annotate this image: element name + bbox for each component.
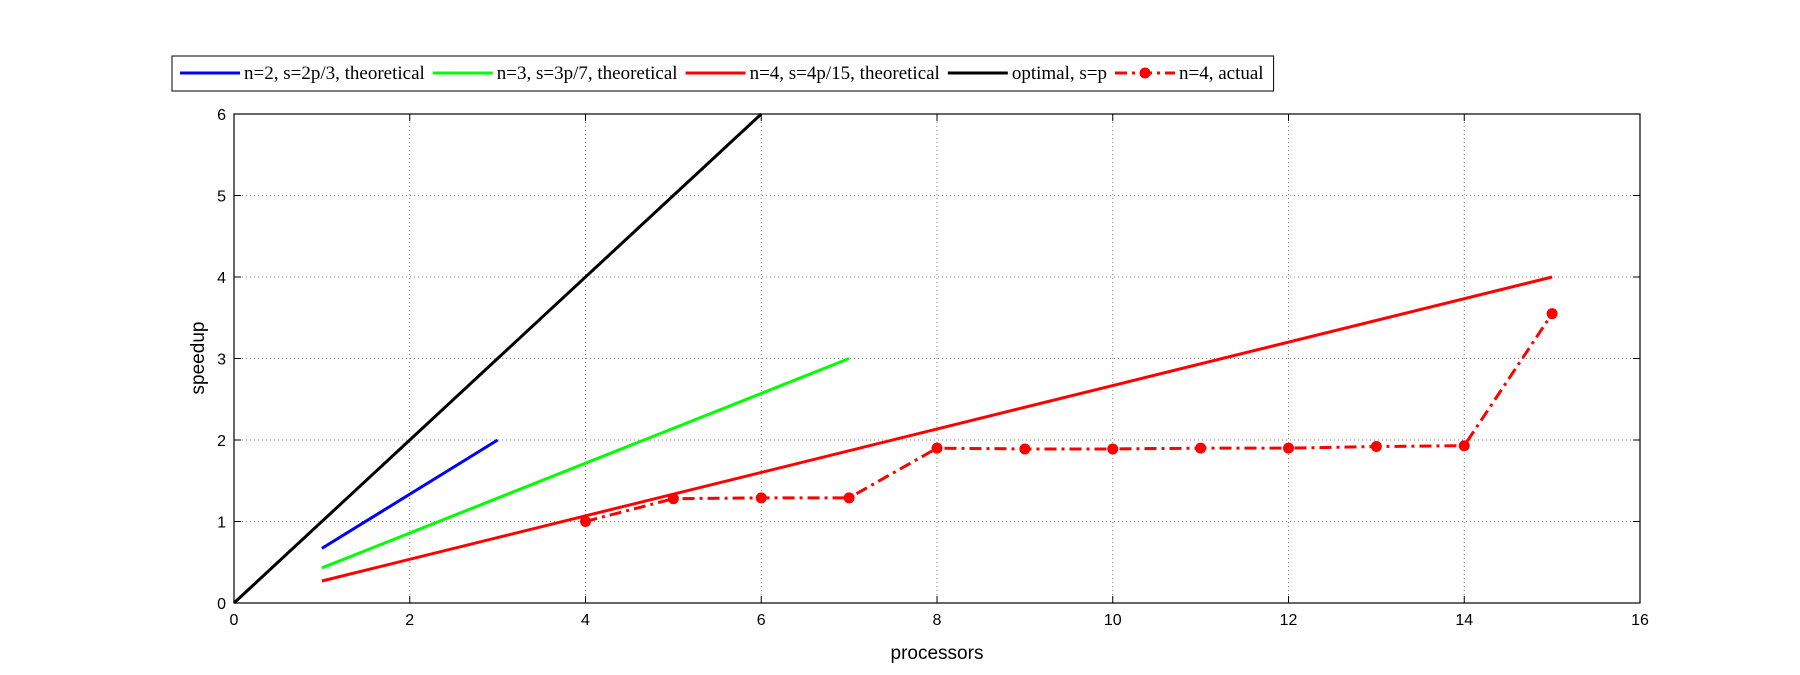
data-point (1546, 308, 1558, 320)
grid-lines (234, 114, 1640, 603)
series-line-2 (321, 275, 1553, 583)
y-tick-label: 4 (217, 270, 226, 287)
y-tick-label: 6 (217, 107, 226, 124)
x-tick-label: 2 (405, 612, 414, 629)
legend-marker (1139, 67, 1151, 79)
legend-label-0: n=2, s=2p/3, theoretical (244, 63, 425, 84)
data-point (580, 516, 591, 527)
data-point (1195, 442, 1207, 454)
data-point (1107, 443, 1119, 455)
legend-label-1: n=3, s=3p/7, theoretical (497, 63, 678, 84)
x-tick-label: 14 (1455, 612, 1473, 629)
x-tick-label: 0 (230, 612, 239, 629)
data-point (667, 493, 679, 505)
y-tick-label: 2 (217, 433, 226, 450)
series-line-1 (321, 357, 850, 570)
x-tick-label: 8 (933, 612, 942, 629)
data-point (843, 492, 855, 504)
data-point (755, 492, 767, 504)
data-point (1283, 442, 1294, 454)
legend-label-4: n=4, actual (1179, 63, 1264, 84)
legend-label-3: optimal, s=p (1012, 63, 1107, 84)
y-tick-label: 3 (217, 352, 226, 369)
legend: n=2, s=2p/3, theoretical n=3, s=3p/7, the… (171, 55, 1275, 92)
legend-label-2: n=4, s=4p/15, theoretical (750, 63, 940, 84)
series-group (232, 112, 1558, 605)
x-tick-label: 12 (1280, 612, 1298, 629)
series-line-3 (232, 112, 763, 605)
data-point (931, 442, 943, 454)
x-tick-label: 4 (581, 612, 590, 629)
x-axis-label: processors (891, 643, 984, 664)
y-axis-label: speedup (188, 322, 209, 395)
x-tick-label: 10 (1104, 612, 1122, 629)
y-tick-label: 5 (217, 189, 226, 206)
y-tick-label: 0 (217, 596, 226, 613)
x-tick-label: 6 (757, 612, 766, 629)
data-point (1019, 443, 1031, 455)
data-point (1458, 440, 1470, 452)
data-point (1370, 441, 1382, 453)
y-tick-label: 1 (217, 515, 226, 532)
x-tick-label: 16 (1631, 612, 1649, 629)
series-line-0 (321, 438, 499, 550)
